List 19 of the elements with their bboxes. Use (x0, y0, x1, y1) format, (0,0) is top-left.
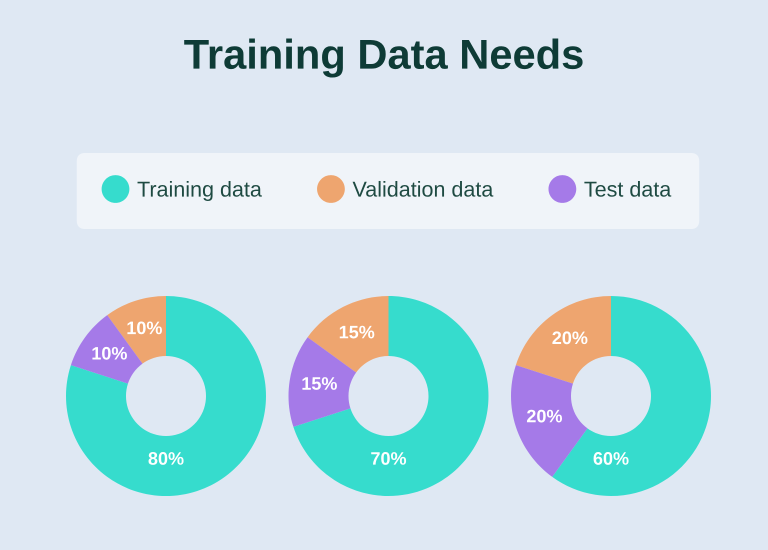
data-label: 15% (302, 377, 337, 390)
donut-slice (66, 296, 266, 496)
data-label: 10% (127, 321, 162, 334)
data-label: 80% (148, 452, 184, 465)
legend-label: Test data (584, 180, 672, 197)
donut-slice (516, 296, 611, 384)
legend-label: Training data (138, 180, 262, 202)
donut-slice (511, 365, 588, 477)
legend-label: Validation data (352, 180, 494, 197)
data-label: 10% (92, 346, 127, 360)
data-label: 20% (552, 331, 588, 344)
data-label: 15% (340, 326, 374, 338)
chart-title: Training Data Needs (184, 38, 583, 78)
donut-slice (293, 296, 488, 496)
data-label: 60% (594, 452, 629, 465)
data-label: 20% (526, 410, 562, 422)
data-label: 70% (371, 452, 406, 465)
donut-slice (288, 337, 356, 427)
donut-slice (308, 296, 388, 372)
